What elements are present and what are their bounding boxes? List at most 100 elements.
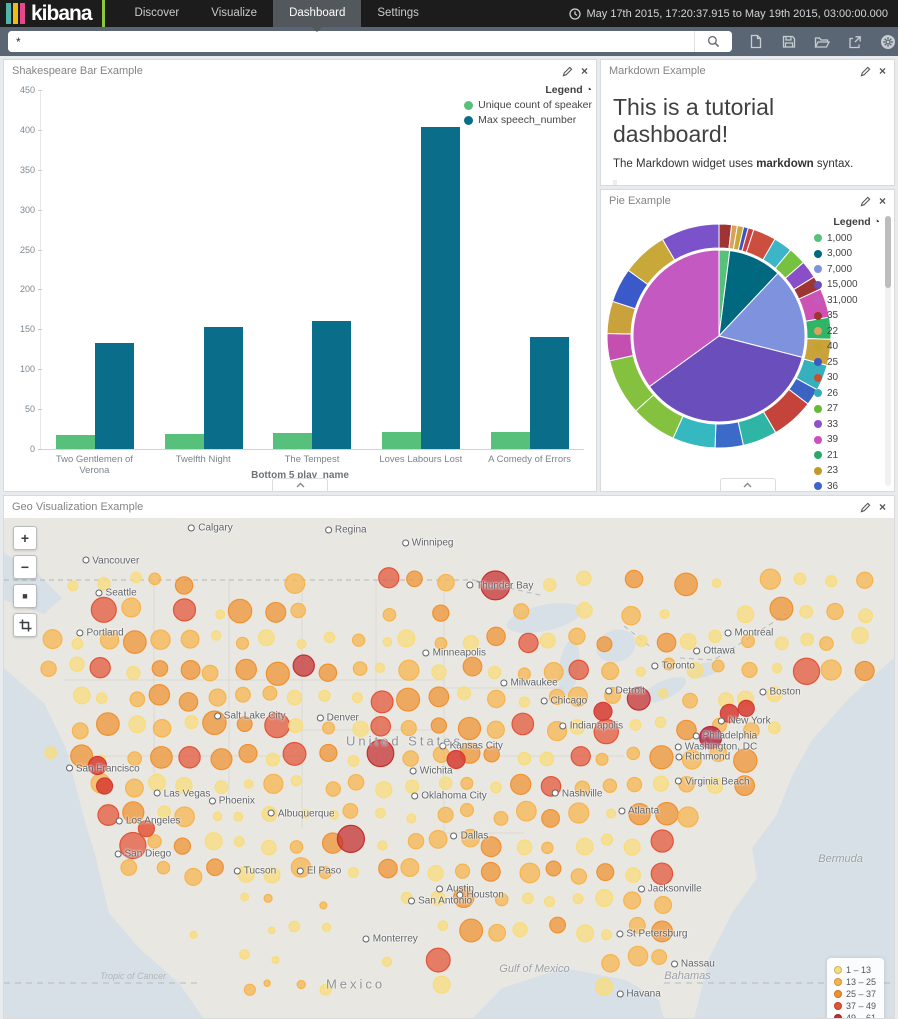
geohash-bubble[interactable] xyxy=(233,811,244,822)
geohash-bubble[interactable] xyxy=(378,858,398,879)
geohash-bubble[interactable] xyxy=(70,744,94,768)
geohash-bubble[interactable] xyxy=(437,573,455,592)
draw-filter-rectangle-button[interactable] xyxy=(13,613,37,637)
geohash-bubble[interactable] xyxy=(124,778,144,798)
geohash-bubble[interactable] xyxy=(150,745,173,769)
geohash-bubble[interactable] xyxy=(347,866,359,878)
geohash-bubble[interactable] xyxy=(73,686,91,705)
geohash-bubble[interactable] xyxy=(323,631,336,644)
map-canvas[interactable]: Vancouver Calgary Regina Winnipeg Thunder Ba… xyxy=(4,518,894,1018)
fit-data-bounds-button[interactable]: ■ xyxy=(13,584,37,608)
geohash-bubble[interactable] xyxy=(321,922,332,932)
geohash-bubble[interactable] xyxy=(568,802,590,824)
geohash-bubble[interactable] xyxy=(488,923,507,942)
geohash-bubble[interactable] xyxy=(741,661,758,678)
geohash-bubble[interactable] xyxy=(406,570,423,588)
geohash-bubble[interactable] xyxy=(711,659,725,673)
legend-title[interactable]: Legend ◔ xyxy=(833,216,880,228)
geohash-bubble[interactable] xyxy=(432,604,450,622)
geohash-bubble[interactable] xyxy=(460,776,474,790)
geohash-bubble[interactable] xyxy=(568,627,586,646)
geohash-bubble[interactable] xyxy=(601,953,620,973)
geohash-bubble[interactable] xyxy=(819,636,834,651)
geohash-bubble[interactable] xyxy=(575,837,594,856)
geohash-bubble[interactable] xyxy=(569,719,586,735)
geohash-bubble[interactable] xyxy=(771,662,783,674)
new-dashboard-button[interactable] xyxy=(746,32,766,52)
geohash-bubble[interactable] xyxy=(296,979,306,990)
geohash-bubble[interactable] xyxy=(44,746,58,760)
geohash-bubble[interactable] xyxy=(480,861,501,882)
geohash-bubble[interactable] xyxy=(263,866,281,884)
geohash-bubble[interactable] xyxy=(397,629,416,648)
geohash-bubble[interactable] xyxy=(662,657,676,671)
geohash-bubble[interactable] xyxy=(352,720,369,738)
geohash-bubble[interactable] xyxy=(178,746,201,769)
legend-item[interactable]: 31,000 xyxy=(814,295,880,306)
legend-item[interactable]: 25 xyxy=(814,357,880,368)
geohash-bubble[interactable] xyxy=(462,634,479,652)
close-panel-icon[interactable]: × xyxy=(580,64,588,78)
geohash-bubble[interactable] xyxy=(799,604,814,619)
geohash-bubble[interactable] xyxy=(375,781,393,799)
legend-item[interactable]: 21 xyxy=(814,450,880,461)
geohash-bubble[interactable] xyxy=(212,811,223,822)
geohash-bubble[interactable] xyxy=(766,686,783,703)
geohash-bubble[interactable] xyxy=(189,930,198,939)
geohash-bubble[interactable] xyxy=(122,630,147,655)
geohash-bubble[interactable] xyxy=(95,712,120,736)
geohash-bubble[interactable] xyxy=(595,888,614,908)
geohash-bubble[interactable] xyxy=(521,892,534,905)
legend-item[interactable]: 1,000 xyxy=(814,233,880,244)
geohash-bubble[interactable] xyxy=(174,806,195,828)
geohash-bubble[interactable] xyxy=(826,602,844,621)
geohash-bubble[interactable] xyxy=(719,703,739,723)
legend-item[interactable]: 40 xyxy=(814,341,880,352)
geohash-bubble[interactable] xyxy=(201,664,219,682)
geohash-bubble[interactable] xyxy=(541,808,560,828)
geohash-bubble[interactable] xyxy=(518,696,530,708)
geohash-bubble[interactable] xyxy=(457,686,472,701)
geohash-bubble[interactable] xyxy=(438,776,453,791)
geohash-bubble[interactable] xyxy=(576,570,592,587)
geohash-bubble[interactable] xyxy=(236,716,253,733)
geohash-bubble[interactable] xyxy=(679,632,697,650)
legend-item[interactable]: 39 xyxy=(814,434,880,445)
geohash-bubble[interactable] xyxy=(370,690,394,714)
geohash-bubble[interactable] xyxy=(549,916,567,934)
search-button[interactable] xyxy=(694,31,732,52)
collapse-panel-button[interactable] xyxy=(719,478,776,491)
geohash-bubble[interactable] xyxy=(121,597,142,618)
geohash-bubble[interactable] xyxy=(628,916,646,934)
geohash-bubble[interactable] xyxy=(40,660,57,678)
geohash-bubble[interactable] xyxy=(623,838,641,856)
geohash-bubble[interactable] xyxy=(180,629,200,649)
geohash-bubble[interactable] xyxy=(793,572,807,586)
geohash-bubble[interactable] xyxy=(265,661,290,686)
geohash-bubble[interactable] xyxy=(206,858,224,877)
geohash-bubble[interactable] xyxy=(604,686,622,704)
geohash-bubble[interactable] xyxy=(540,776,562,797)
geohash-bubble[interactable] xyxy=(737,699,755,717)
geohash-bubble[interactable] xyxy=(516,839,533,856)
geohash-bubble[interactable] xyxy=(677,806,699,828)
geohash-bubble[interactable] xyxy=(351,633,366,647)
bar-unique-count-of-speaker[interactable] xyxy=(56,434,96,449)
geohash-bubble[interactable] xyxy=(407,832,425,850)
geohash-bubble[interactable] xyxy=(265,752,280,767)
geohash-bubble[interactable] xyxy=(382,637,393,647)
geohash-bubble[interactable] xyxy=(769,596,794,621)
kibana-logo[interactable]: kibana xyxy=(0,0,102,27)
bar-max-speech_number[interactable] xyxy=(421,126,461,449)
geohash-bubble[interactable] xyxy=(282,741,307,766)
geohash-bubble[interactable] xyxy=(210,748,233,771)
geohash-bubble[interactable] xyxy=(267,926,276,935)
geohash-bubble[interactable] xyxy=(175,776,193,795)
geohash-bubble[interactable] xyxy=(651,920,673,943)
geohash-bubble[interactable] xyxy=(699,725,723,750)
geohash-bubble[interactable] xyxy=(157,805,172,819)
edit-panel-icon[interactable] xyxy=(562,66,573,77)
geohash-bubble[interactable] xyxy=(237,865,255,883)
geohash-bubble[interactable] xyxy=(517,667,531,681)
geohash-bubble[interactable] xyxy=(406,813,417,824)
